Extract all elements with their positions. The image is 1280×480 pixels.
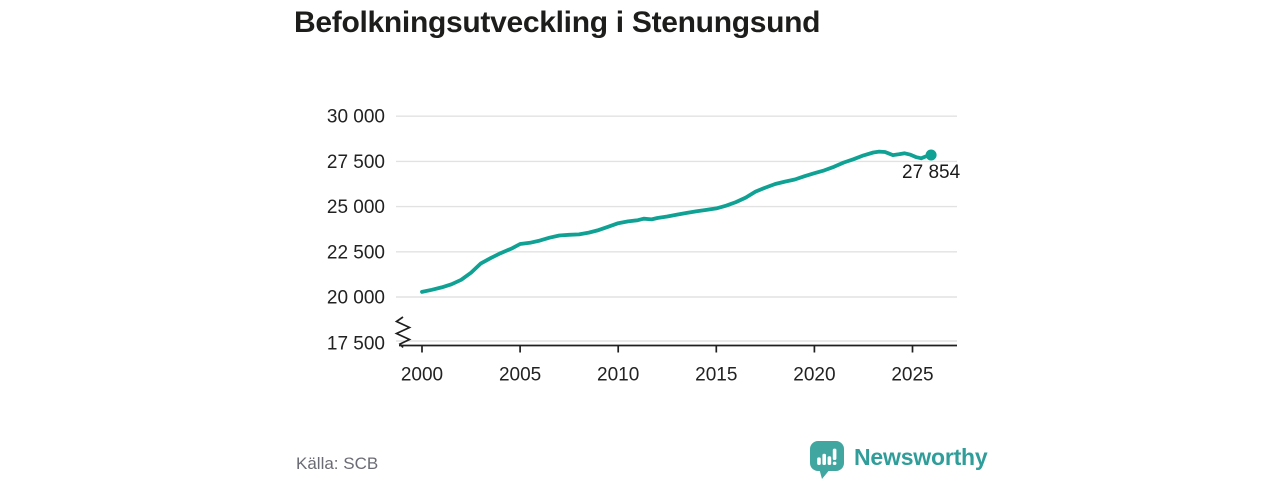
end-point-marker [925,149,937,161]
bubble-shape [810,441,844,471]
x-tick-label: 2015 [695,365,737,386]
end-value-label: 27 854 [902,162,961,183]
bar-2 [822,453,826,465]
x-tick-label: 2025 [891,365,933,386]
y-tick-label: 17 500 [327,334,385,355]
x-tick-label: 2000 [401,365,443,386]
exclamation-dot [832,461,837,465]
x-tick-label: 2005 [499,365,541,386]
bar-1 [817,457,821,465]
exclamation-bar [832,448,837,460]
y-tick-label: 20 000 [327,288,385,309]
population-line [420,149,933,294]
newsworthy-logo-link[interactable]: Newsworthy [809,440,988,480]
newsworthy-wordmark: Newsworthy [854,444,988,470]
y-tick-label: 25 000 [327,197,385,218]
axis-break-icon [394,316,412,349]
chart-title: Befolkningsutveckling i Stenungsund [294,6,821,39]
y-tick-label: 30 000 [327,107,385,128]
bubble-tail [819,468,831,479]
x-tick-label: 2010 [597,365,639,386]
newsworthy-chart-bubble-icon [810,441,844,479]
y-tick-label: 27 500 [327,152,385,173]
y-tick-label: 22 500 [327,242,385,263]
x-tick-label: 2020 [793,365,835,386]
bar-3 [827,456,832,465]
source-label: Källa: SCB [296,454,379,473]
